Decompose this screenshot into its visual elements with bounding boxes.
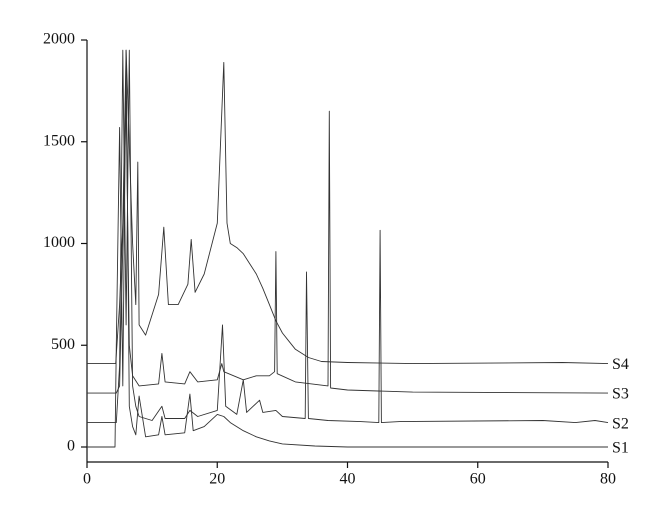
series-line — [87, 49, 609, 424]
x-tick-label: 0 — [83, 471, 91, 488]
series-label: S4 — [612, 356, 629, 373]
series-label: S1 — [612, 440, 629, 457]
x-tick-label: 60 — [470, 471, 486, 488]
series-line — [87, 100, 609, 394]
y-tick-label: 0 — [67, 438, 75, 455]
y-tick-label: 1500 — [43, 132, 75, 149]
y-tick-label: 1000 — [43, 234, 75, 251]
x-tick-label: 40 — [340, 471, 356, 488]
x-tick-label: 80 — [600, 471, 616, 488]
y-tick-label: 500 — [51, 336, 75, 353]
series-label: S2 — [612, 415, 629, 432]
series-line — [87, 49, 609, 365]
series-label: S3 — [612, 386, 629, 403]
x-tick-label: 20 — [209, 471, 225, 488]
y-tick-label: 2000 — [43, 31, 75, 48]
